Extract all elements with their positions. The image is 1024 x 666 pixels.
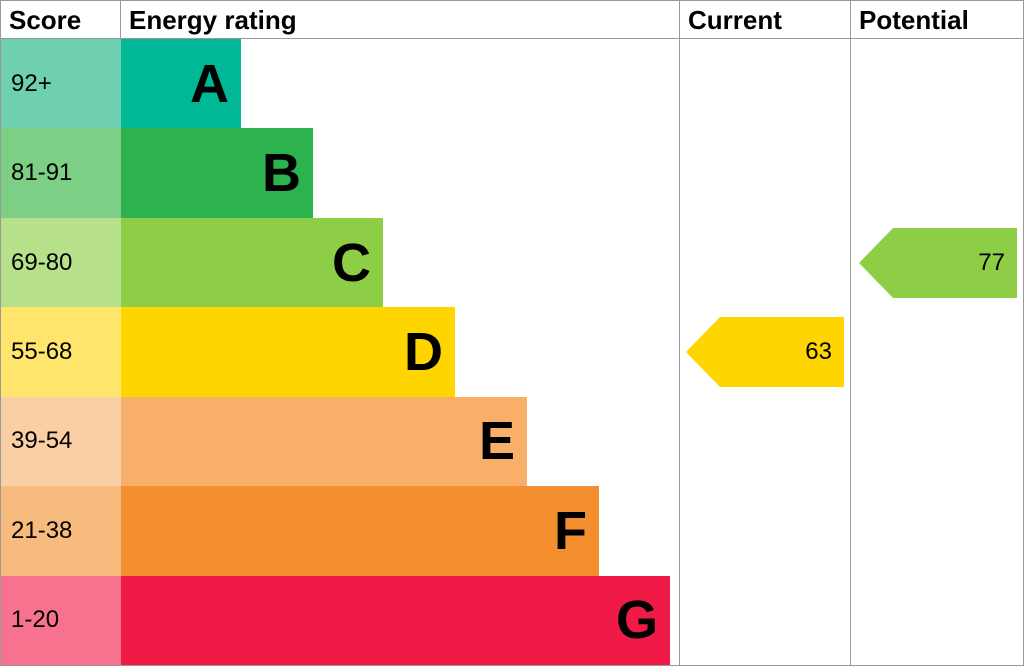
- rating-bar-c: C: [121, 218, 383, 307]
- score-cell-c: 69-80: [1, 218, 121, 307]
- header-potential: Potential: [851, 1, 1023, 38]
- header-rating: Energy rating: [121, 1, 679, 38]
- current-marker: 63: [680, 317, 850, 387]
- score-cell-d: 55-68: [1, 307, 121, 396]
- rating-bar-b: B: [121, 128, 313, 217]
- score-cell-b: 81-91: [1, 128, 121, 217]
- potential-value: 77: [978, 228, 1005, 298]
- rating-bar-a: A: [121, 39, 241, 128]
- potential-marker: 77: [851, 228, 1023, 298]
- rating-bar-f: F: [121, 486, 599, 575]
- energy-rating-chart: Score Energy rating Current Potential 92…: [0, 0, 1024, 666]
- rating-bar-e: E: [121, 397, 527, 486]
- rating-bar-d: D: [121, 307, 455, 396]
- chart-body: 92+81-9169-8055-6839-5421-381-20 ABCDEFG…: [1, 39, 1023, 665]
- score-cell-f: 21-38: [1, 486, 121, 575]
- score-cell-a: 92+: [1, 39, 121, 128]
- current-column: 63: [679, 39, 851, 665]
- header-score: Score: [1, 1, 121, 38]
- current-value: 63: [805, 317, 832, 387]
- potential-column: 77: [851, 39, 1023, 665]
- header-current: Current: [679, 1, 851, 38]
- score-cell-e: 39-54: [1, 397, 121, 486]
- score-column: 92+81-9169-8055-6839-5421-381-20: [1, 39, 121, 665]
- rating-bars-column: ABCDEFG: [121, 39, 679, 665]
- score-cell-g: 1-20: [1, 576, 121, 665]
- rating-bar-g: G: [121, 576, 670, 665]
- header-row: Score Energy rating Current Potential: [1, 1, 1023, 39]
